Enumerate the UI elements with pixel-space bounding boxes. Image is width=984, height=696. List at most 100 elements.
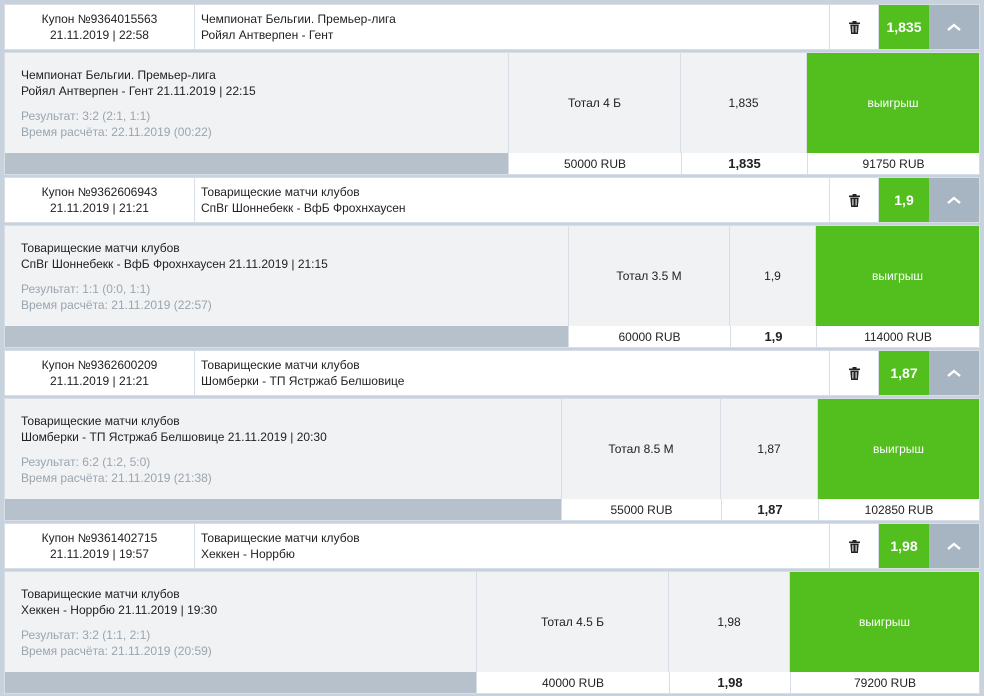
chevron-up-icon [947, 542, 961, 550]
bet-league: Товарищеские матчи клубов [21, 414, 180, 428]
stake-amount: 50000 RUB [508, 153, 681, 174]
match-name: Ройял Антверпен - Гент [201, 28, 334, 42]
coupon-id: Купон №9364015563 21.11.2019 | 22:58 [5, 5, 195, 49]
stake-amount: 60000 RUB [568, 326, 730, 347]
delete-button[interactable] [829, 178, 879, 222]
stake-amount: 55000 RUB [561, 499, 721, 520]
coupon-event: Чемпионат Бельгии. Премьер-лига Ройял Ан… [195, 5, 829, 49]
market-cell: Тотал 3.5 М [568, 226, 730, 326]
trash-icon [848, 20, 860, 34]
payout-amount: 79200 RUB [790, 672, 979, 693]
coupon-number: Купон №9362606943 [41, 185, 158, 199]
bet-result: Результат: 3:2 (2:1, 1:1) [21, 109, 151, 123]
bet-match: СпВг Шоннебекк - ВфБ Фрохнхаусен 21.11.2… [21, 257, 328, 271]
trash-icon [848, 539, 860, 553]
match-name: Шомберки - ТП Ястржаб Белшовице [201, 374, 405, 388]
collapse-button[interactable] [929, 524, 979, 568]
coupon-datetime: 21.11.2019 | 22:58 [50, 28, 149, 42]
league-name: Товарищеские матчи клубов [201, 185, 360, 199]
coupon-header: Купон №9362606943 21.11.2019 | 21:21 Тов… [4, 177, 980, 223]
bet-info: Товарищеские матчи клубов Шомберки - ТП … [5, 399, 561, 499]
bet-match: Ройял Антверпен - Гент 21.11.2019 | 22:1… [21, 84, 256, 98]
stake-amount: 40000 RUB [476, 672, 669, 693]
market-cell: Тотал 8.5 М [561, 399, 721, 499]
bet-details: Товарищеские матчи клубов СпВг Шоннебекк… [4, 225, 980, 348]
chevron-up-icon [947, 23, 961, 31]
odds-badge: 1,9 [879, 178, 929, 222]
outcome-badge: выигрыш [818, 399, 979, 499]
coupon-footer: 50000 RUB 1,835 91750 RUB [5, 153, 979, 174]
outcome-badge: выигрыш [790, 572, 979, 672]
bet-info: Товарищеские матчи клубов СпВг Шоннебекк… [5, 226, 568, 326]
coupon-datetime: 21.11.2019 | 21:21 [50, 201, 149, 215]
market-cell: Тотал 4.5 Б [476, 572, 669, 672]
coupon-header: Купон №9361402715 21.11.2019 | 19:57 Тов… [4, 523, 980, 569]
collapse-button[interactable] [929, 178, 979, 222]
coupon-card: Купон №9362600209 21.11.2019 | 21:21 Тов… [4, 350, 980, 521]
outcome-badge: выигрыш [807, 53, 979, 153]
bet-league: Чемпионат Бельгии. Премьер-лига [21, 68, 216, 82]
chevron-up-icon [947, 369, 961, 377]
bet-details: Товарищеские матчи клубов Хеккен - Норрб… [4, 571, 980, 694]
match-name: Хеккен - Норрбю [201, 547, 295, 561]
coupon-event: Товарищеские матчи клубов Хеккен - Норрб… [195, 524, 829, 568]
coupon-number: Купон №9364015563 [41, 12, 158, 26]
odds-badge: 1,835 [879, 5, 929, 49]
total-coef: 1,87 [721, 499, 818, 520]
odds-badge: 1,87 [879, 351, 929, 395]
bet-info: Чемпионат Бельгии. Премьер-лига Ройял Ан… [5, 53, 508, 153]
coef-cell: 1,835 [681, 53, 807, 153]
coupon-card: Купон №9361402715 21.11.2019 | 19:57 Тов… [4, 523, 980, 694]
total-coef: 1,98 [669, 672, 790, 693]
coef-cell: 1,87 [721, 399, 818, 499]
settle-time: Время расчёта: 21.11.2019 (22:57) [21, 298, 212, 312]
coupon-number: Купон №9361402715 [41, 531, 158, 545]
payout-amount: 102850 RUB [818, 499, 979, 520]
delete-button[interactable] [829, 351, 879, 395]
coupon-card: Купон №9362606943 21.11.2019 | 21:21 Тов… [4, 177, 980, 348]
settle-time: Время расчёта: 21.11.2019 (20:59) [21, 644, 212, 658]
collapse-button[interactable] [929, 5, 979, 49]
total-coef: 1,835 [681, 153, 807, 174]
coupon-id: Купон №9362606943 21.11.2019 | 21:21 [5, 178, 195, 222]
bet-league: Товарищеские матчи клубов [21, 587, 180, 601]
payout-amount: 114000 RUB [816, 326, 979, 347]
coef-cell: 1,9 [730, 226, 816, 326]
coupon-datetime: 21.11.2019 | 21:21 [50, 374, 149, 388]
coupon-header: Купон №9364015563 21.11.2019 | 22:58 Чем… [4, 4, 980, 50]
delete-button[interactable] [829, 524, 879, 568]
settle-time: Время расчёта: 22.11.2019 (00:22) [21, 125, 212, 139]
delete-button[interactable] [829, 5, 879, 49]
coupon-footer: 60000 RUB 1,9 114000 RUB [5, 326, 979, 347]
coupon-id: Купон №9361402715 21.11.2019 | 19:57 [5, 524, 195, 568]
bet-details: Чемпионат Бельгии. Премьер-лига Ройял Ан… [4, 52, 980, 175]
trash-icon [848, 193, 860, 207]
coupon-event: Товарищеские матчи клубов СпВг Шоннебекк… [195, 178, 829, 222]
odds-badge: 1,98 [879, 524, 929, 568]
bet-league: Товарищеские матчи клубов [21, 241, 180, 255]
coupon-footer: 55000 RUB 1,87 102850 RUB [5, 499, 979, 520]
match-name: СпВг Шоннебекк - ВфБ Фрохнхаусен [201, 201, 406, 215]
league-name: Товарищеские матчи клубов [201, 358, 360, 372]
league-name: Товарищеские матчи клубов [201, 531, 360, 545]
bet-result: Результат: 1:1 (0:0, 1:1) [21, 282, 151, 296]
coupon-number: Купон №9362600209 [41, 358, 158, 372]
chevron-up-icon [947, 196, 961, 204]
payout-amount: 91750 RUB [807, 153, 979, 174]
bet-result: Результат: 3:2 (1:1, 2:1) [21, 628, 151, 642]
coupon-datetime: 21.11.2019 | 19:57 [50, 547, 149, 561]
trash-icon [848, 366, 860, 380]
coupon-header: Купон №9362600209 21.11.2019 | 21:21 Тов… [4, 350, 980, 396]
bet-details: Товарищеские матчи клубов Шомберки - ТП … [4, 398, 980, 521]
coupon-event: Товарищеские матчи клубов Шомберки - ТП … [195, 351, 829, 395]
collapse-button[interactable] [929, 351, 979, 395]
bet-info: Товарищеские матчи клубов Хеккен - Норрб… [5, 572, 476, 672]
bet-match: Хеккен - Норрбю 21.11.2019 | 19:30 [21, 603, 218, 617]
bet-result: Результат: 6:2 (1:2, 5:0) [21, 455, 151, 469]
total-coef: 1,9 [730, 326, 816, 347]
settle-time: Время расчёта: 21.11.2019 (21:38) [21, 471, 212, 485]
outcome-badge: выигрыш [816, 226, 979, 326]
coupon-card: Купон №9364015563 21.11.2019 | 22:58 Чем… [4, 4, 980, 175]
coef-cell: 1,98 [669, 572, 790, 672]
league-name: Чемпионат Бельгии. Премьер-лига [201, 12, 396, 26]
